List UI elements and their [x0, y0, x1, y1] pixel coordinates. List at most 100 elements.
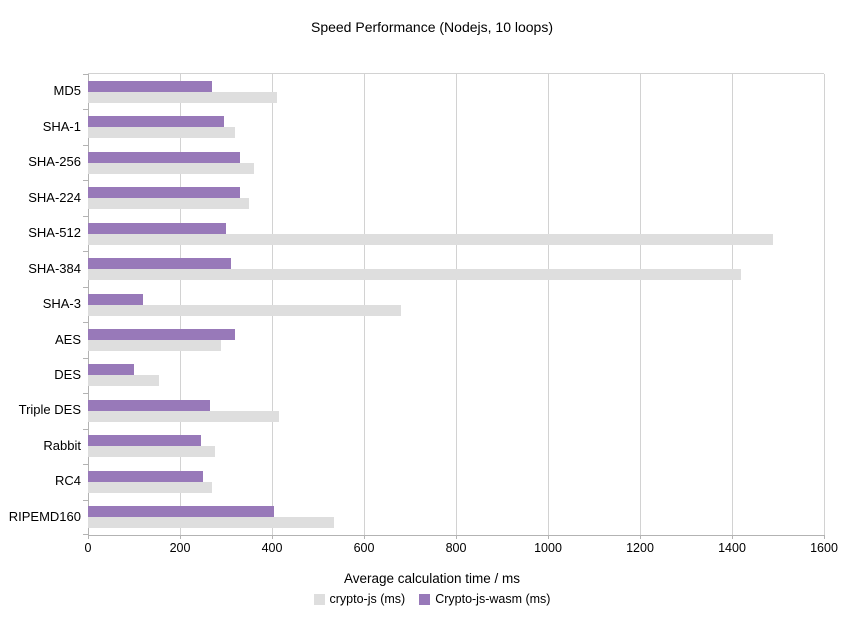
bar-crypto-js-ms	[88, 340, 222, 352]
legend-item: crypto-js (ms)	[313, 592, 406, 606]
x-tick-mark	[88, 535, 89, 539]
y-tick-mark	[83, 109, 88, 111]
legend: crypto-js (ms) Crypto-js-wasm (ms)	[0, 592, 864, 606]
category-label: AES	[54, 331, 81, 347]
category-row	[88, 287, 824, 322]
bar-crypto-js-wasm-ms	[88, 116, 224, 128]
category-label: SHA-512	[28, 225, 81, 241]
bar-crypto-js-ms	[88, 91, 277, 103]
category-row	[88, 216, 824, 251]
bar-crypto-js-ms	[88, 127, 236, 139]
bar-crypto-js-wasm-ms	[88, 470, 203, 482]
category-label: MD5	[53, 83, 81, 99]
bar-crypto-js-wasm-ms	[88, 399, 210, 411]
legend-item: Crypto-js-wasm (ms)	[419, 592, 550, 606]
x-tick-mark	[548, 535, 549, 539]
bar-crypto-js-ms	[88, 375, 160, 387]
x-tick-label: 200	[169, 541, 191, 555]
y-tick-mark	[83, 393, 88, 395]
x-tick-label: 1200	[626, 541, 654, 555]
gridline	[456, 74, 457, 535]
y-tick-mark	[83, 251, 88, 253]
category-row	[88, 322, 824, 357]
bar-crypto-js-ms	[88, 517, 335, 529]
y-tick-mark	[83, 215, 88, 217]
bar-crypto-js-wasm-ms	[88, 187, 240, 199]
category-label: Triple DES	[18, 402, 81, 418]
category-row	[88, 251, 824, 286]
gridline	[180, 74, 181, 535]
gridline	[548, 74, 549, 535]
bar-crypto-js-ms	[88, 410, 279, 422]
bar-crypto-js-wasm-ms	[88, 222, 226, 234]
gridline	[272, 74, 273, 535]
category-label: SHA-1	[42, 118, 81, 134]
legend-label: Crypto-js-wasm (ms)	[435, 592, 551, 606]
category-row	[88, 358, 824, 393]
bar-rows	[88, 74, 824, 535]
bar-crypto-js-wasm-ms	[88, 258, 231, 270]
category-label: DES	[54, 366, 81, 382]
category-row	[88, 429, 824, 464]
category-label: SHA-256	[28, 154, 81, 170]
x-tick-label: 0	[84, 541, 92, 555]
bar-crypto-js-ms	[88, 269, 742, 281]
x-axis-title: Average calculation time / ms	[343, 571, 521, 586]
bar-crypto-js-ms	[88, 233, 774, 245]
y-axis-labels: MD5 SHA-1 SHA-256 SHA-224 SHA-512 SHA-384 SHA-…	[0, 73, 81, 534]
category-label: Rabbit	[43, 437, 81, 453]
x-tick-mark	[732, 535, 733, 539]
y-tick-mark	[83, 144, 88, 146]
gridline	[364, 74, 365, 535]
legend-swatch-icon	[419, 593, 431, 605]
category-row	[88, 109, 824, 144]
bar-crypto-js-wasm-ms	[88, 329, 236, 341]
category-label: SHA-384	[28, 260, 81, 276]
category-label: SHA-224	[28, 189, 81, 205]
y-tick-mark	[83, 180, 88, 182]
legend-swatch-icon	[313, 593, 325, 605]
y-tick-mark	[83, 499, 88, 501]
bar-crypto-js-wasm-ms	[88, 80, 213, 92]
category-row	[88, 464, 824, 499]
category-row	[88, 145, 824, 180]
bar-crypto-js-ms	[88, 198, 249, 210]
x-tick-mark	[364, 535, 365, 539]
x-tick-mark	[640, 535, 641, 539]
category-row	[88, 393, 824, 428]
x-tick-mark	[824, 535, 825, 539]
gridline	[640, 74, 641, 535]
x-tick-mark	[272, 535, 273, 539]
chart-title: Speed Performance (Nodejs, 10 loops)	[310, 19, 554, 35]
x-tick-label: 600	[353, 541, 375, 555]
category-row	[88, 500, 824, 535]
y-tick-mark	[83, 428, 88, 430]
bar-crypto-js-wasm-ms	[88, 151, 240, 163]
category-label: RC4	[54, 473, 81, 489]
plot-area	[83, 73, 825, 539]
bar-crypto-js-ms	[88, 446, 215, 458]
x-tick-label: 400	[261, 541, 283, 555]
y-tick-mark	[83, 464, 88, 466]
category-row	[88, 74, 824, 109]
y-tick-mark	[83, 286, 88, 288]
y-tick-mark	[83, 74, 88, 75]
category-row	[88, 180, 824, 215]
bar-crypto-js-ms	[88, 481, 213, 493]
x-tick-mark	[180, 535, 181, 539]
bar-crypto-js-wasm-ms	[88, 364, 134, 376]
y-tick-mark	[83, 322, 88, 324]
category-label: SHA-3	[42, 296, 81, 312]
bar-crypto-js-ms	[88, 304, 401, 316]
legend-label: crypto-js (ms)	[329, 592, 406, 606]
y-tick-mark	[83, 357, 88, 359]
x-tick-label: 1400	[718, 541, 746, 555]
gridline	[824, 74, 825, 535]
x-tick-label: 1600	[810, 541, 838, 555]
x-tick-mark	[456, 535, 457, 539]
bar-crypto-js-wasm-ms	[88, 506, 275, 518]
gridline	[732, 74, 733, 535]
y-tick-mark	[83, 534, 88, 535]
bar-crypto-js-wasm-ms	[88, 435, 201, 447]
